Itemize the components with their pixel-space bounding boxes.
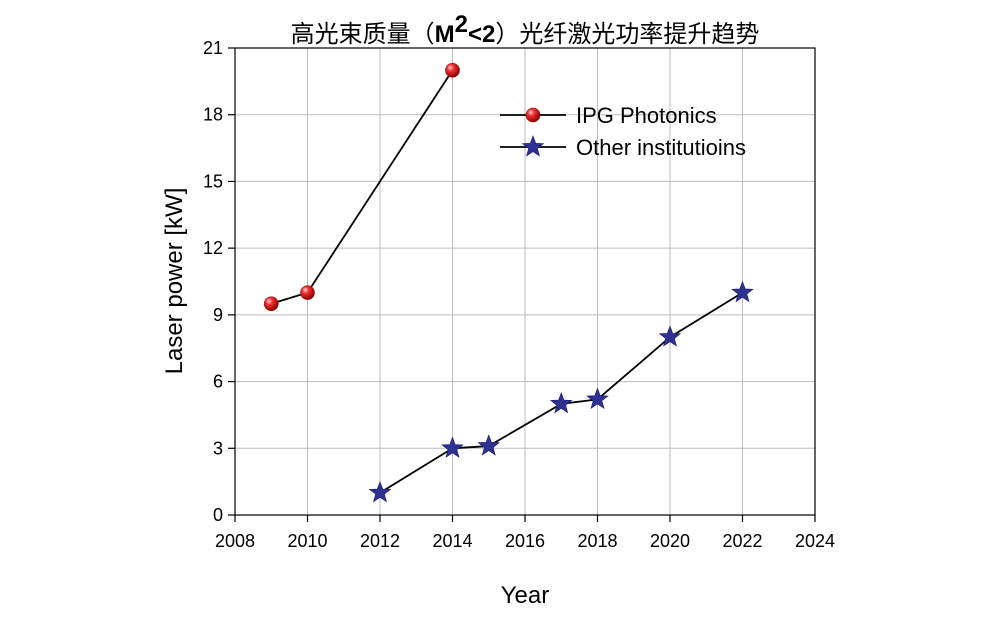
title-m: M — [435, 21, 455, 48]
data-point-other — [477, 434, 501, 456]
x-tick-label: 2022 — [722, 531, 762, 551]
x-tick-label: 2010 — [287, 531, 327, 551]
title-condition: <2 — [468, 21, 495, 48]
x-tick-label: 2020 — [650, 531, 690, 551]
x-tick-label: 2024 — [795, 531, 835, 551]
series-line-ipg — [270, 69, 454, 305]
data-point-other — [441, 436, 464, 458]
x-tick-label: 2012 — [360, 531, 400, 551]
legend-label-ipg: IPG Photonics — [576, 103, 717, 128]
y-tick-label: 0 — [213, 505, 223, 525]
y-tick-label: 21 — [203, 38, 223, 58]
data-point-ipg — [300, 285, 315, 300]
data-point-other — [658, 325, 682, 347]
y-tick-label: 6 — [213, 372, 223, 392]
y-tick-label: 3 — [213, 438, 223, 458]
legend: IPG Photonics Other institutioins — [500, 103, 746, 160]
x-tick-label: 2008 — [215, 531, 255, 551]
data-point-ipg — [263, 296, 279, 312]
data-point-other — [586, 387, 609, 409]
title-superscript: 2 — [455, 11, 468, 38]
legend-marker-ipg — [525, 107, 541, 123]
axis-ticks: 2008 2010 2012 2014 2016 2018 2020 2022 2024 0 3 6 9… — [203, 38, 835, 551]
x-tick-label: 2016 — [505, 531, 545, 551]
grid — [234, 47, 816, 516]
y-tick-label: 15 — [203, 171, 223, 191]
x-tick-label: 2018 — [577, 531, 617, 551]
x-axis-label: Year — [501, 582, 550, 609]
chart-title: 高光束质量（M2<2）光纤激光功率提升趋势 — [291, 11, 760, 48]
legend-label-other: Other institutioins — [576, 135, 746, 160]
y-axis-label: Laser power [kW] — [161, 188, 188, 375]
y-tick-label: 12 — [203, 238, 223, 258]
data-point-other — [549, 391, 573, 414]
x-tick-label: 2014 — [432, 531, 472, 551]
series — [263, 62, 754, 503]
y-tick-label: 18 — [203, 105, 223, 125]
legend-marker-other — [521, 135, 545, 157]
title-zh-prefix: 高光束质量（ — [291, 20, 435, 48]
data-point-other — [731, 280, 754, 303]
title-zh-suffix: ）光纤激光功率提升趋势 — [495, 20, 759, 48]
data-point-other — [368, 480, 392, 503]
y-tick-label: 9 — [213, 305, 223, 325]
data-point-ipg — [445, 62, 460, 78]
